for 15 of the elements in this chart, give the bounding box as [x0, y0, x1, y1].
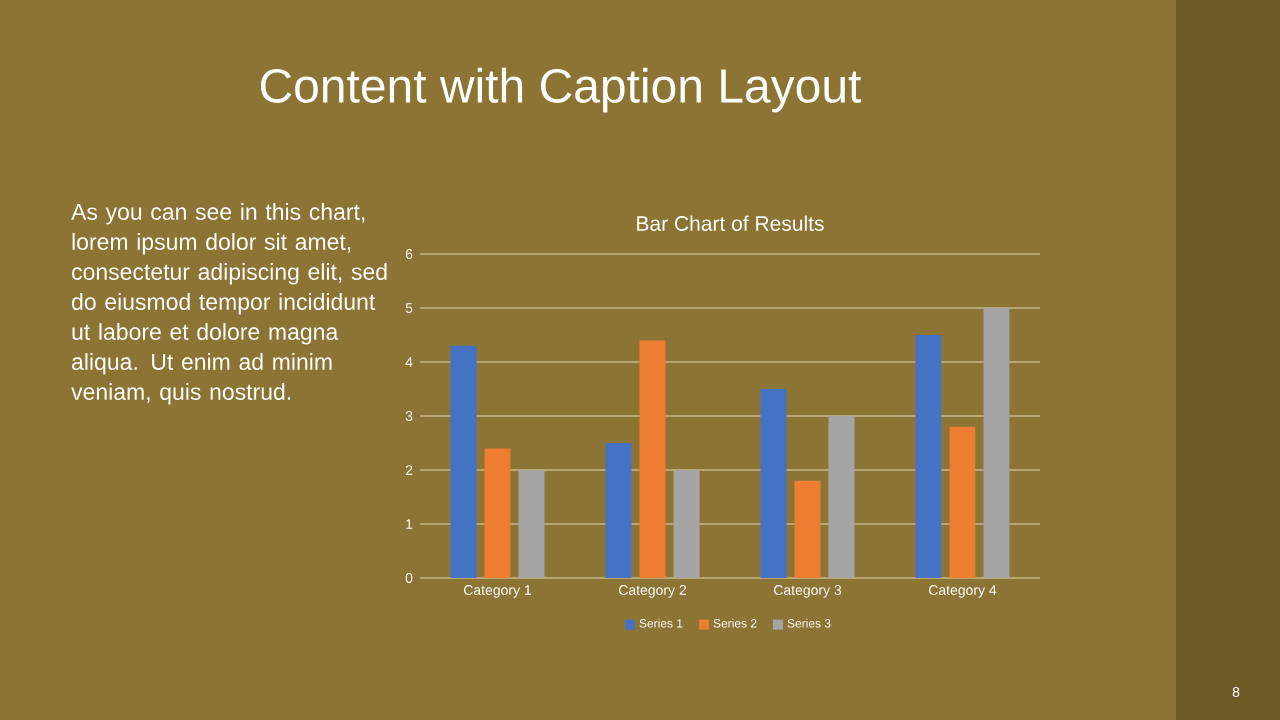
text: As you can see in this chart, lorem ipsum dolor sit amet, consectetur adipiscing elit, sed do eiusmod tempor incididunt ut labore et dolore magna aliqua. Ut enim ad minim veniam, quis nostrud.: [71, 203, 387, 405]
bar: [605, 443, 632, 578]
bar: [949, 426, 976, 578]
bar: [983, 308, 1010, 578]
chart-title: Bar Chart of Results: [637, 215, 824, 231]
bar: [639, 340, 666, 578]
bar: [915, 335, 942, 578]
bar: [673, 470, 700, 578]
bar: [794, 480, 821, 578]
bar: [450, 345, 477, 578]
bar: [518, 470, 545, 578]
text: Content with Caption Layout: [260, 67, 862, 113]
bar: [484, 448, 511, 578]
bar: [760, 389, 787, 578]
bar: [828, 416, 855, 578]
